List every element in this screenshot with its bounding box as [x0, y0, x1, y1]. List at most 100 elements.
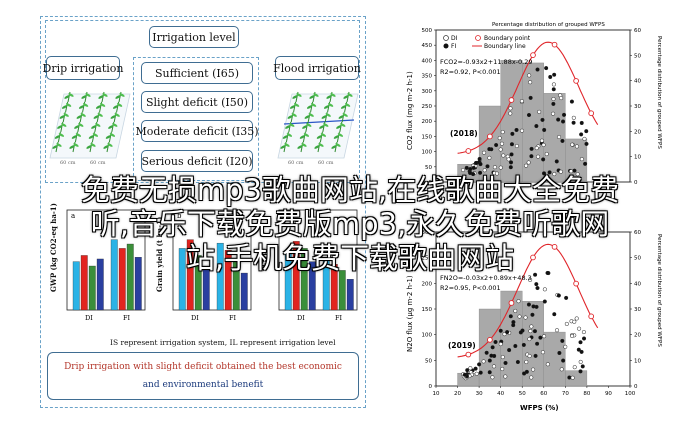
scatter-point	[545, 362, 550, 367]
gwp-bar-panel: a DI FI	[66, 209, 146, 322]
plant-icon	[280, 141, 290, 153]
plant-icon	[76, 111, 86, 123]
scatter-point	[515, 359, 520, 365]
scatter-point	[551, 87, 556, 92]
plant-icon	[105, 131, 116, 143]
left-figure-frame	[40, 16, 366, 408]
bar	[224, 250, 232, 311]
bar	[134, 257, 142, 311]
drip-irrigation-label: Drip irrigation	[43, 56, 123, 80]
scatter-point	[578, 340, 583, 345]
scatter-point	[584, 129, 589, 134]
scatter-point	[493, 339, 498, 345]
scatter-point	[492, 165, 497, 170]
top-y-label: CO2 flux (mg m-2 h-1)	[406, 71, 414, 150]
wfps-charts: Percentage distribution of grouped WFPS …	[406, 22, 662, 412]
scatter-point	[509, 142, 515, 147]
scatter-point	[510, 131, 515, 136]
scatter-point	[560, 338, 565, 343]
scatter-point	[542, 299, 547, 304]
group-label: DI	[85, 314, 93, 322]
scatter-point	[547, 170, 552, 175]
plant-icon	[282, 131, 293, 143]
bottom-year: (2019)	[448, 341, 476, 350]
panel-letter: b	[177, 212, 182, 220]
plant-icon	[95, 101, 106, 113]
plant-icon	[289, 101, 300, 113]
level-serious-deficit: Serious deficit (I20)	[141, 150, 253, 172]
scatter-point	[570, 333, 575, 339]
y2-tick-label: 20	[634, 129, 641, 135]
scatter-point	[487, 370, 492, 375]
y-tick-label: 50	[425, 165, 432, 171]
scatter-point	[511, 320, 516, 325]
scatter-point	[556, 293, 561, 298]
scatter-point	[578, 369, 583, 374]
bar	[292, 241, 300, 311]
scatter-point	[526, 160, 531, 165]
scatter-point	[484, 350, 489, 355]
top-y2-label: Percentage distribution of grouped WFPS	[656, 36, 662, 149]
scatter-point	[516, 299, 521, 304]
bar	[118, 248, 126, 311]
irrigation-note: IS represent irrigation system, IL repre…	[110, 338, 336, 347]
scatter-point	[563, 344, 568, 349]
hist-title-top: Percentage distribution of grouped WFPS	[492, 22, 605, 28]
scatter-point	[535, 67, 540, 72]
boundary-point	[508, 300, 515, 306]
scatter-point	[551, 101, 556, 106]
bar	[330, 264, 338, 311]
bar-panels: GWP (kg CO2-eq ha-1) Grain yield (t ha-1…	[45, 200, 360, 332]
bar	[322, 257, 330, 311]
scatter-point	[584, 141, 589, 146]
boundary-point	[551, 244, 558, 250]
y2-tick-label: 20	[634, 333, 641, 339]
bottom-y2-label: Percentage distribution of grouped WFPS	[656, 234, 662, 347]
plant-icon	[91, 121, 101, 133]
scatter-point	[507, 348, 512, 353]
scatter-point	[529, 324, 534, 329]
scatter-point	[574, 144, 579, 149]
plant-icon	[78, 101, 89, 113]
plant-icon	[52, 141, 62, 153]
top-year: (2018)	[450, 129, 478, 138]
scatter-point	[524, 369, 529, 374]
field-caption: 60 cm	[60, 160, 76, 166]
scatter-point	[482, 150, 487, 155]
scatter-point	[528, 95, 533, 100]
plant-icon	[319, 121, 329, 133]
scatter-point	[506, 157, 511, 162]
bar	[96, 258, 104, 311]
scatter-point	[580, 364, 585, 369]
scatter-point	[534, 124, 539, 129]
scatter-point	[503, 360, 508, 366]
scatter-point	[473, 160, 479, 166]
boundary-point	[551, 41, 558, 48]
plant-icon	[88, 131, 99, 143]
scatter-point	[552, 172, 557, 177]
plant-icon	[71, 131, 82, 143]
scatter-point	[465, 368, 470, 373]
scatter-point	[527, 353, 532, 359]
yield-bar-panel: b DI FI	[172, 209, 252, 322]
plant-icon	[297, 141, 307, 153]
scatter-point	[538, 335, 543, 340]
field-caption: 60 cm	[90, 160, 106, 166]
scatter-point	[489, 353, 494, 358]
bottom-y-label: N2O flux (μg m-2 h-1)	[406, 275, 414, 352]
scatter-point	[575, 172, 580, 177]
scatter-point	[541, 142, 546, 147]
scatter-point	[529, 146, 534, 151]
scatter-point	[545, 270, 550, 276]
scatter-point	[500, 355, 505, 360]
plant-icon	[54, 131, 65, 143]
x-tick-label: 100	[625, 391, 636, 397]
scatter-point	[499, 141, 504, 146]
scatter-point	[556, 135, 562, 140]
plant-icon	[304, 111, 314, 123]
scatter-point	[571, 120, 576, 125]
y-tick-label: 150	[422, 134, 433, 140]
scatter-point	[561, 358, 566, 363]
scatter-point	[473, 366, 478, 371]
watermark-line-2: 听,音乐下载免费版mp3,永久免费听歌网	[90, 207, 610, 241]
